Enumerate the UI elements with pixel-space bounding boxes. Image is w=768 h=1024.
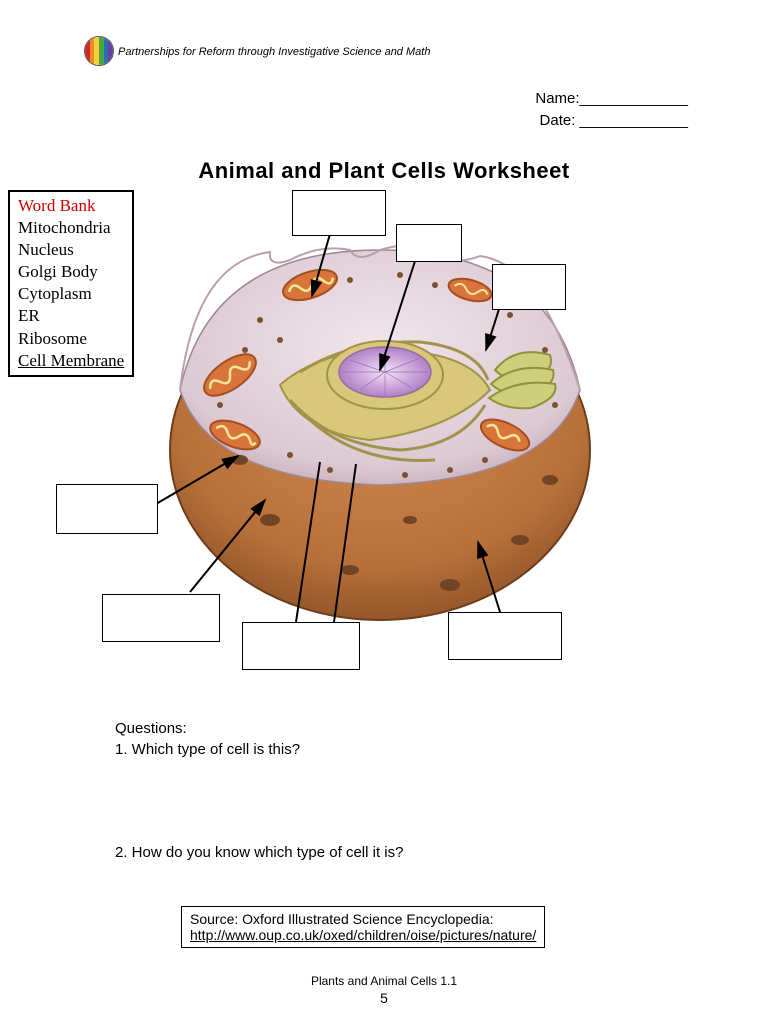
footer-title: Plants and Animal Cells 1.1	[0, 974, 768, 988]
word-bank-item: Cell Membrane	[18, 350, 124, 372]
word-bank-item: Nucleus	[18, 239, 124, 261]
question-1: 1. Which type of cell is this?	[115, 741, 403, 758]
blank-label-box[interactable]	[396, 224, 462, 262]
word-bank-item: Cytoplasm	[18, 283, 124, 305]
worksheet-title: Animal and Plant Cells Worksheet	[0, 158, 768, 184]
logo-icon	[84, 36, 114, 66]
name-field-label: Name:_____________	[535, 90, 688, 107]
org-header: Partnerships for Reform through Investig…	[118, 46, 430, 58]
blank-label-box[interactable]	[242, 622, 360, 670]
blank-label-box[interactable]	[492, 264, 566, 310]
worksheet-page: Partnerships for Reform through Investig…	[0, 0, 768, 1024]
source-line-1: Source: Oxford Illustrated Science Encyc…	[190, 911, 536, 927]
word-bank-item: ER	[18, 305, 124, 327]
date-field-label: Date: _____________	[540, 112, 688, 129]
questions-heading: Questions:	[115, 720, 403, 737]
word-bank-item: Mitochondria	[18, 217, 124, 239]
word-bank-item: Golgi Body	[18, 261, 124, 283]
cell-diagram	[150, 190, 610, 630]
blank-label-box[interactable]	[448, 612, 562, 660]
blank-label-box[interactable]	[56, 484, 158, 534]
footer-page-number: 5	[0, 990, 768, 1006]
source-box: Source: Oxford Illustrated Science Encyc…	[181, 906, 545, 948]
questions-block: Questions: 1. Which type of cell is this…	[115, 720, 403, 861]
word-bank: Word Bank Mitochondria Nucleus Golgi Bod…	[8, 190, 134, 377]
blank-label-box[interactable]	[102, 594, 220, 642]
source-url: http://www.oup.co.uk/oxed/children/oise/…	[190, 927, 536, 943]
blank-label-box[interactable]	[292, 190, 386, 236]
word-bank-item: Ribosome	[18, 328, 124, 350]
question-2: 2. How do you know which type of cell it…	[115, 844, 403, 861]
word-bank-title: Word Bank	[18, 195, 124, 217]
